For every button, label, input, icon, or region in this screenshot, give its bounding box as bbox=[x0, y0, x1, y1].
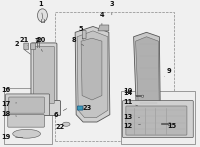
Ellipse shape bbox=[38, 9, 47, 22]
FancyBboxPatch shape bbox=[34, 46, 54, 104]
Text: 10: 10 bbox=[123, 88, 132, 94]
Polygon shape bbox=[134, 32, 160, 125]
Polygon shape bbox=[77, 31, 108, 118]
Text: 22: 22 bbox=[56, 124, 65, 130]
Text: 15: 15 bbox=[168, 123, 177, 129]
Text: 8: 8 bbox=[72, 37, 84, 46]
FancyBboxPatch shape bbox=[4, 88, 52, 144]
Text: 16: 16 bbox=[1, 87, 10, 93]
FancyBboxPatch shape bbox=[6, 94, 50, 116]
FancyBboxPatch shape bbox=[27, 101, 60, 116]
FancyBboxPatch shape bbox=[24, 43, 29, 50]
Text: 2: 2 bbox=[15, 41, 30, 54]
Ellipse shape bbox=[13, 129, 40, 138]
FancyBboxPatch shape bbox=[121, 91, 195, 144]
Text: 14: 14 bbox=[124, 90, 138, 96]
Text: 19: 19 bbox=[1, 135, 23, 140]
Polygon shape bbox=[136, 37, 159, 121]
Ellipse shape bbox=[168, 123, 171, 126]
FancyBboxPatch shape bbox=[126, 106, 187, 135]
Ellipse shape bbox=[62, 122, 70, 126]
Text: 5: 5 bbox=[78, 26, 83, 40]
Text: 21: 21 bbox=[20, 37, 29, 46]
Text: 17: 17 bbox=[1, 101, 17, 107]
Text: 12: 12 bbox=[124, 123, 141, 129]
FancyBboxPatch shape bbox=[31, 43, 57, 107]
Text: 13: 13 bbox=[124, 114, 140, 120]
Polygon shape bbox=[98, 25, 109, 31]
Ellipse shape bbox=[36, 39, 40, 42]
Text: 4: 4 bbox=[100, 12, 104, 25]
FancyBboxPatch shape bbox=[77, 106, 83, 110]
Text: 11: 11 bbox=[124, 99, 138, 106]
FancyBboxPatch shape bbox=[123, 101, 193, 138]
FancyBboxPatch shape bbox=[31, 43, 36, 50]
Polygon shape bbox=[81, 38, 102, 100]
Text: 3: 3 bbox=[110, 1, 114, 15]
FancyBboxPatch shape bbox=[82, 31, 86, 39]
Text: 9: 9 bbox=[164, 68, 172, 76]
Text: 23: 23 bbox=[82, 105, 92, 111]
Text: 6: 6 bbox=[53, 109, 67, 118]
Text: 20: 20 bbox=[36, 37, 46, 46]
FancyBboxPatch shape bbox=[9, 97, 44, 113]
FancyBboxPatch shape bbox=[8, 115, 44, 127]
Ellipse shape bbox=[141, 95, 144, 97]
Text: 1: 1 bbox=[38, 1, 43, 19]
Text: 7: 7 bbox=[34, 38, 42, 51]
Text: 18: 18 bbox=[1, 111, 17, 117]
Polygon shape bbox=[75, 26, 110, 122]
